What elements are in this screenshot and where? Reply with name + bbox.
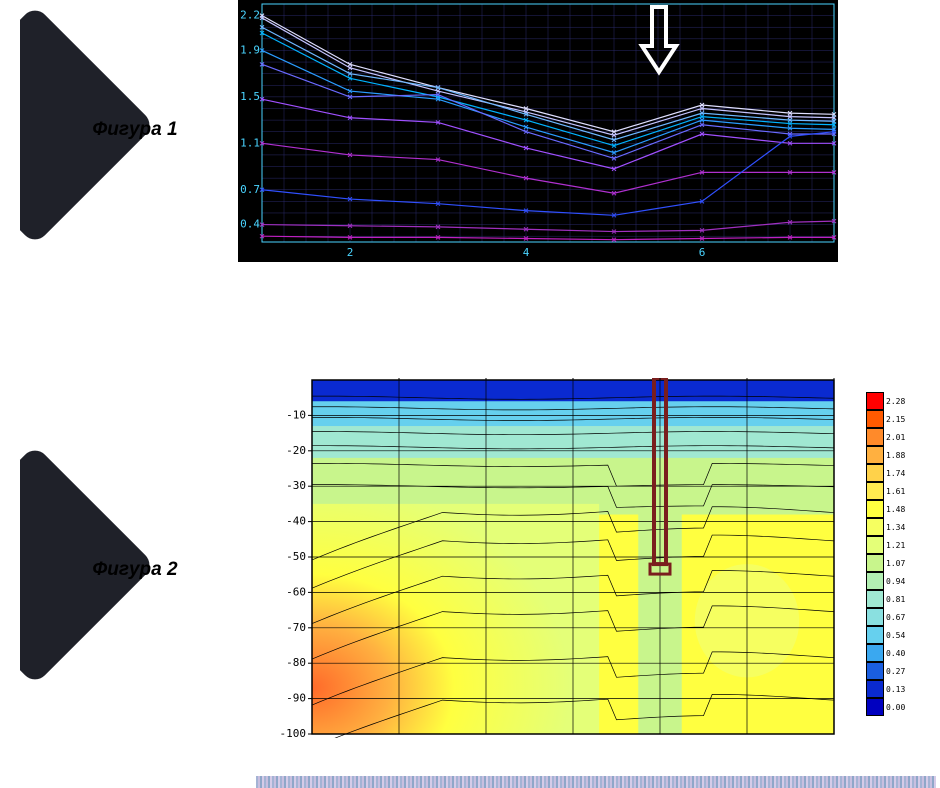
svg-text:-10: -10: [286, 408, 306, 421]
svg-text:1.1: 1.1: [240, 136, 260, 149]
arrow-down-icon: [638, 4, 680, 78]
legend-swatch: 1.88: [866, 446, 922, 464]
chart2-legend: 2.28 2.15 2.01 1.88 1.74 1.61 1.48 1.34 1.21 1.07…: [866, 392, 922, 716]
chart1-line-plot: 0.4 0.7 1.1 1.5 1.9 2.2 2 4 6: [238, 0, 838, 262]
svg-text:-80: -80: [286, 656, 306, 669]
legend-swatch: 1.61: [866, 482, 922, 500]
svg-text:-90: -90: [286, 692, 306, 705]
legend-color: [866, 644, 884, 662]
svg-text:2.2: 2.2: [240, 9, 260, 22]
legend-swatch: 1.74: [866, 464, 922, 482]
svg-text:-100: -100: [280, 727, 307, 738]
svg-text:-40: -40: [286, 515, 306, 528]
legend-swatch: 0.54: [866, 626, 922, 644]
legend-swatch: 0.94: [866, 572, 922, 590]
legend-value: 1.74: [886, 469, 905, 478]
svg-text:6: 6: [699, 246, 706, 259]
svg-text:-30: -30: [286, 479, 306, 492]
legend-swatch: 0.00: [866, 698, 922, 716]
legend-color: [866, 590, 884, 608]
figure2-label: Фигура 2: [92, 559, 177, 581]
legend-swatch: 2.01: [866, 428, 922, 446]
svg-text:1.5: 1.5: [240, 90, 260, 103]
legend-color: [866, 464, 884, 482]
chart2-container: -10-20-30-40-50-60-70-80-90-100234567 2.…: [256, 358, 916, 750]
legend-color: [866, 680, 884, 698]
legend-color: [866, 446, 884, 464]
legend-value: 1.21: [886, 541, 905, 550]
legend-value: 0.67: [886, 613, 905, 622]
svg-text:-70: -70: [286, 621, 306, 634]
legend-value: 1.88: [886, 451, 905, 460]
svg-text:1.9: 1.9: [240, 43, 260, 56]
legend-color: [866, 500, 884, 518]
legend-value: 0.94: [886, 577, 905, 586]
legend-swatch: 0.13: [866, 680, 922, 698]
figure1-label-arrow: Фигура 1: [0, 40, 230, 220]
legend-swatch: 2.28: [866, 392, 922, 410]
chart2-contour-plot: -10-20-30-40-50-60-70-80-90-100234567: [278, 378, 838, 738]
legend-color: [866, 392, 884, 410]
legend-color: [866, 608, 884, 626]
legend-value: 2.15: [886, 415, 905, 424]
legend-color: [866, 554, 884, 572]
legend-value: 0.27: [886, 667, 905, 676]
legend-swatch: 0.40: [866, 644, 922, 662]
legend-value: 1.34: [886, 523, 905, 532]
legend-value: 0.54: [886, 631, 905, 640]
legend-color: [866, 572, 884, 590]
chart2-svg: -10-20-30-40-50-60-70-80-90-100234567: [278, 378, 838, 738]
svg-text:0.4: 0.4: [240, 218, 260, 231]
legend-swatch: 1.48: [866, 500, 922, 518]
svg-text:-60: -60: [286, 585, 306, 598]
legend-value: 1.07: [886, 559, 905, 568]
legend-value: 0.13: [886, 685, 905, 694]
legend-color: [866, 410, 884, 428]
figure2-label-arrow: Фигура 2: [0, 480, 230, 660]
legend-color: [866, 428, 884, 446]
svg-text:0.7: 0.7: [240, 183, 260, 196]
svg-text:2: 2: [347, 246, 354, 259]
legend-value: 0.40: [886, 649, 905, 658]
legend-swatch: 1.34: [866, 518, 922, 536]
legend-value: 2.01: [886, 433, 905, 442]
legend-value: 1.48: [886, 505, 905, 514]
footer-noise-bar: [256, 776, 936, 788]
svg-text:-50: -50: [286, 550, 306, 563]
legend-swatch: 0.67: [866, 608, 922, 626]
legend-color: [866, 662, 884, 680]
legend-value: 0.00: [886, 703, 905, 712]
legend-value: 1.61: [886, 487, 905, 496]
legend-color: [866, 626, 884, 644]
svg-text:-20: -20: [286, 444, 306, 457]
legend-color: [866, 518, 884, 536]
legend-swatch: 2.15: [866, 410, 922, 428]
svg-text:4: 4: [523, 246, 530, 259]
legend-value: 0.81: [886, 595, 905, 604]
legend-swatch: 1.07: [866, 554, 922, 572]
legend-swatch: 0.81: [866, 590, 922, 608]
chart1-svg: 0.4 0.7 1.1 1.5 1.9 2.2 2 4 6: [238, 0, 838, 262]
legend-color: [866, 698, 884, 716]
legend-color: [866, 482, 884, 500]
legend-swatch: 0.27: [866, 662, 922, 680]
legend-color: [866, 536, 884, 554]
legend-value: 2.28: [886, 397, 905, 406]
figure1-label: Фигура 1: [92, 119, 177, 141]
legend-swatch: 1.21: [866, 536, 922, 554]
